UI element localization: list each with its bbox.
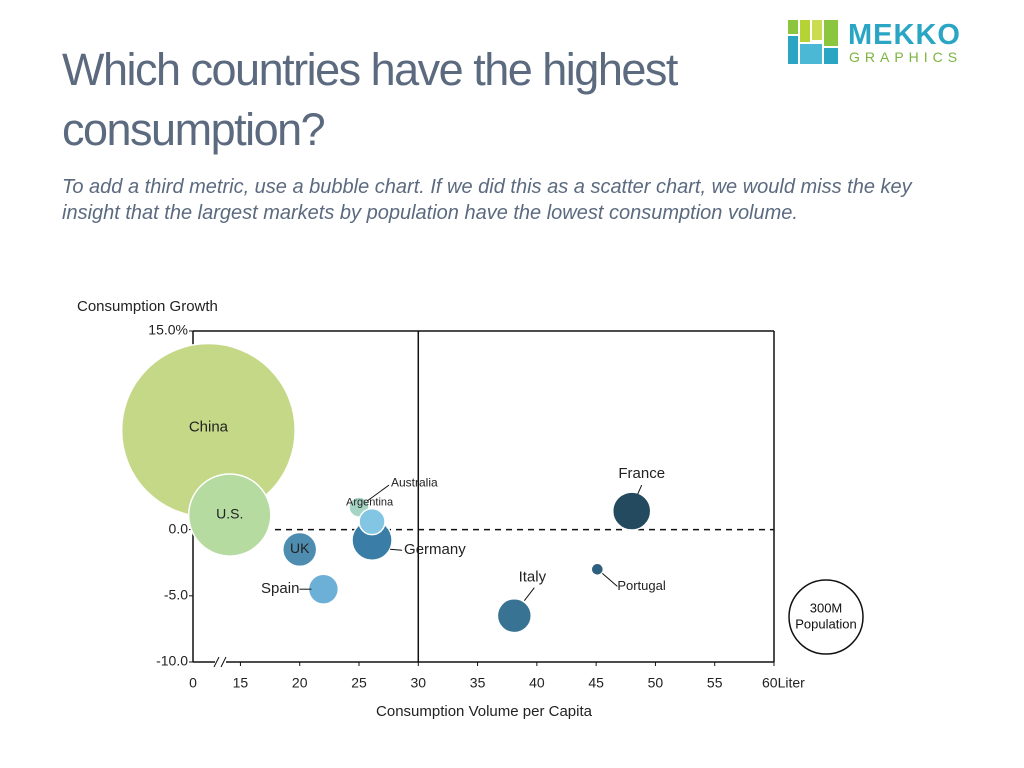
subtitle: To add a third metric, use a bubble char…	[62, 176, 912, 224]
x-tick-label: 60Liter	[762, 675, 805, 691]
size-legend	[788, 579, 864, 655]
logo-sub: GRAPHICS	[849, 49, 962, 65]
x-tick-label: 15	[233, 675, 249, 691]
logo: MEKKO GRAPHICS	[788, 20, 962, 65]
size-legend-label: 300M	[810, 600, 843, 615]
bubble	[282, 531, 318, 568]
bubble-label: Germany	[404, 541, 466, 558]
bubble-label: UK	[290, 540, 310, 556]
bubble-label: Italy	[519, 569, 547, 586]
x-axis-label: Consumption Volume per Capita	[376, 703, 593, 720]
bubble-label: U.S.	[216, 506, 243, 522]
y-tick-label: -10.0	[156, 653, 188, 669]
logo-block	[788, 20, 798, 34]
y-tick-label: -5.0	[164, 587, 188, 603]
x-tick-label: 20	[292, 675, 308, 691]
y-axis-label: Consumption Growth	[77, 298, 218, 315]
bubble	[307, 573, 340, 605]
logo-block	[812, 20, 822, 40]
leader-line	[637, 484, 643, 495]
bubble	[187, 473, 272, 557]
bubble-label: Argentina	[346, 497, 394, 509]
x-tick-label: 45	[588, 675, 604, 691]
bubble-label: Portugal	[617, 578, 666, 593]
logo-block	[788, 36, 798, 64]
bubble-label: Australia	[391, 475, 438, 489]
y-tick-label: 15.0%	[148, 322, 188, 338]
logo-block	[800, 44, 822, 64]
x-tick-label: 30	[410, 675, 426, 691]
y-tick-label: 0.0	[169, 520, 189, 536]
x-tick-label: 55	[707, 675, 723, 691]
bubble	[358, 507, 386, 536]
bubble-label: Spain	[261, 580, 299, 597]
leader-line	[602, 572, 618, 587]
x-tick-label: 0	[189, 675, 197, 691]
bubble	[496, 597, 533, 634]
axis-break	[213, 656, 227, 668]
bubble	[590, 562, 605, 577]
logo-name: MEKKO	[848, 20, 961, 51]
bubble-label: France	[618, 465, 665, 482]
leader-line	[523, 587, 535, 601]
x-tick-label: 35	[470, 675, 486, 691]
bubble-label: China	[189, 418, 229, 435]
size-legend-label: Population	[795, 616, 856, 631]
x-tick-label: 50	[648, 675, 664, 691]
logo-block	[824, 48, 838, 64]
logo-block	[824, 20, 838, 46]
x-tick-label: 40	[529, 675, 545, 691]
title: Which countries have the highest consump…	[62, 44, 678, 155]
x-tick-label: 25	[351, 675, 367, 691]
bubble	[611, 491, 652, 531]
logo-block	[800, 20, 810, 42]
leader-line	[366, 484, 390, 502]
leader-line	[390, 548, 403, 551]
